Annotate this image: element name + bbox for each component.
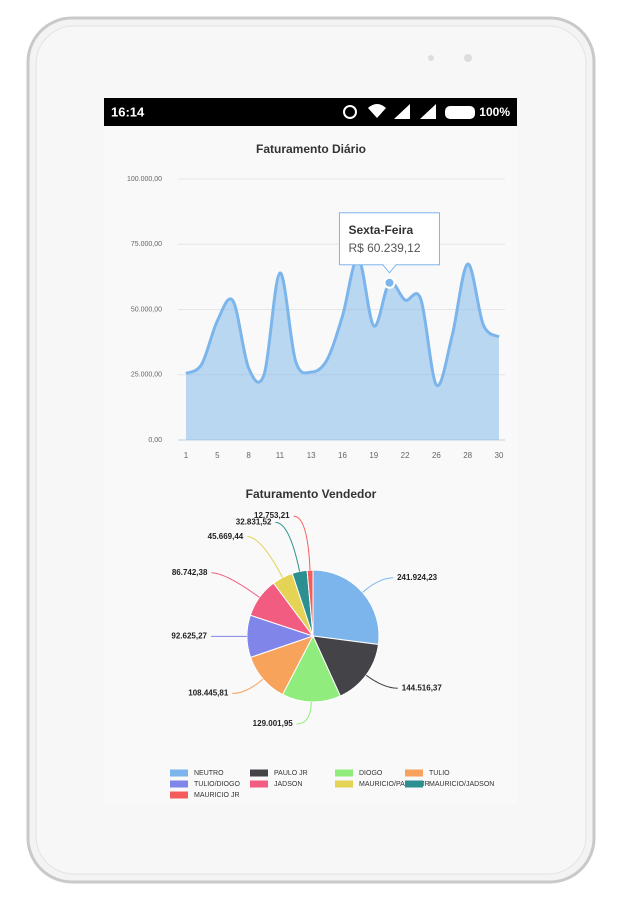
tooltip [338, 212, 440, 266]
x-tick-label: 28 [463, 451, 472, 460]
leader-line [211, 572, 260, 598]
legend-label: DIOGO [359, 770, 383, 777]
legend-swatch [405, 780, 423, 788]
legend-swatch [250, 769, 268, 777]
data-label: 144.516,37 [402, 683, 443, 692]
line [185, 256, 500, 388]
leader-line [296, 701, 312, 725]
data-label: 45.669,44 [208, 532, 244, 541]
legend-label: TULIO [429, 770, 450, 777]
x-tick-label: 1 [184, 451, 189, 460]
legend-label: MAURICIO/JADSON [429, 781, 494, 788]
chart-title: Faturamento Diário [256, 142, 366, 156]
data-label: 12.753,21 [254, 511, 290, 520]
leader-line [362, 577, 394, 593]
legend-label: PAULO JR [274, 770, 308, 777]
pie-slice [306, 569, 314, 637]
status-time: 16:14 [111, 104, 145, 119]
signal-icon [420, 104, 436, 119]
x-tick-label: 16 [338, 451, 347, 460]
x-tick-label: 26 [432, 451, 441, 460]
leader-line [275, 521, 301, 572]
legend-swatch [335, 780, 353, 788]
x-tick-label: 30 [495, 451, 504, 460]
legend-swatch [335, 769, 353, 777]
battery-icon [445, 106, 475, 119]
legend-label: MAURICIO/PAULO JR [359, 781, 430, 788]
x-tick-label: 22 [401, 451, 410, 460]
legend-label: JADSON [274, 781, 302, 788]
y-tick-label: 25.000,00 [131, 372, 162, 379]
y-tick-label: 100.000,00 [127, 176, 162, 183]
sensor [428, 55, 434, 61]
legend-label: NEUTRO [194, 770, 224, 777]
data-label: 108.445,81 [188, 689, 229, 698]
tooltip-title: Sexta-Feira [348, 223, 413, 237]
legend-swatch [250, 780, 268, 788]
x-tick-label: 5 [215, 451, 220, 460]
data-label: 86.742,38 [172, 568, 208, 577]
x-tick-label: 13 [307, 451, 316, 460]
legend-swatch [405, 769, 423, 777]
data-label: 32.831,52 [236, 518, 272, 527]
wifi-icon [368, 104, 386, 118]
leader-line [232, 678, 264, 694]
y-tick-label: 0,00 [148, 437, 162, 444]
legend-swatch [170, 791, 188, 799]
x-tick-label: 19 [369, 451, 378, 460]
legend-swatch [170, 780, 188, 788]
marker [383, 276, 396, 289]
alarm-icon [343, 105, 357, 119]
tooltip-value: R$ 60.239,12 [348, 241, 420, 255]
chart-title: Faturamento Vendedor [246, 487, 377, 501]
signal-icon [394, 104, 410, 119]
camera [464, 54, 472, 62]
data-label: 129.001,95 [253, 719, 294, 728]
y-tick-label: 50.000,00 [131, 306, 162, 313]
legend-label: TULIO/DIOGO [194, 781, 240, 788]
legend-swatch [170, 769, 188, 777]
leader-line [365, 674, 398, 689]
pie-slice [312, 569, 380, 646]
x-tick-label: 11 [276, 451, 285, 460]
tooltip-pointer [382, 263, 397, 274]
pie-slice [281, 634, 342, 703]
data-label: 241.924,23 [397, 573, 438, 582]
status-battery: 100% [479, 105, 510, 119]
leader-line [247, 536, 283, 578]
leader-line [293, 515, 311, 571]
data-label: 92.625,27 [171, 632, 207, 641]
y-tick-label: 75.000,00 [131, 241, 162, 248]
legend-label: MAURICIO JR [194, 792, 240, 799]
x-tick-label: 8 [246, 451, 251, 460]
